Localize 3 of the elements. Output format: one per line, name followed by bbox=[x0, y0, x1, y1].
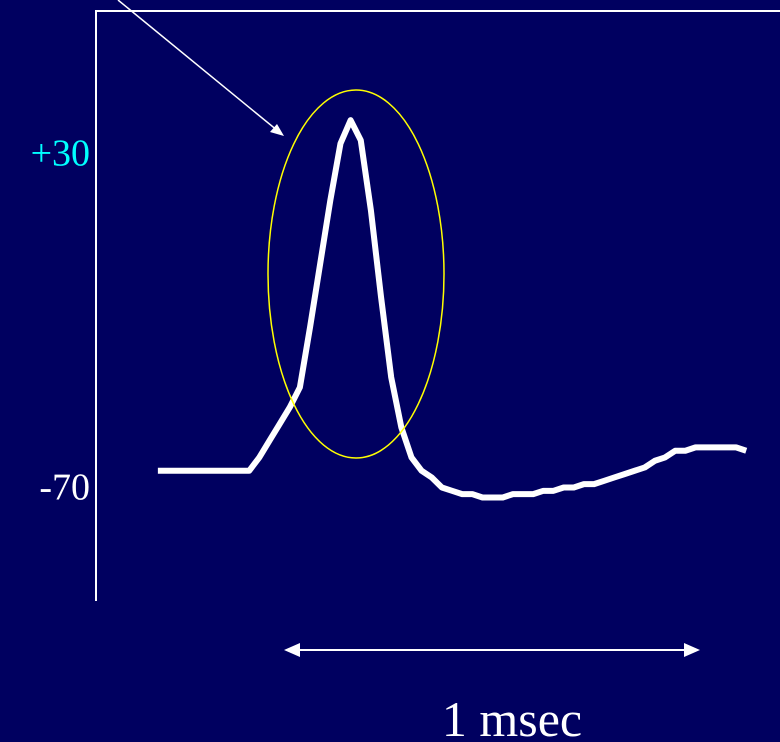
y-tick-label: -70 bbox=[39, 466, 90, 508]
y-tick-label: +30 bbox=[30, 132, 90, 175]
text: 1 msec bbox=[442, 691, 582, 742]
